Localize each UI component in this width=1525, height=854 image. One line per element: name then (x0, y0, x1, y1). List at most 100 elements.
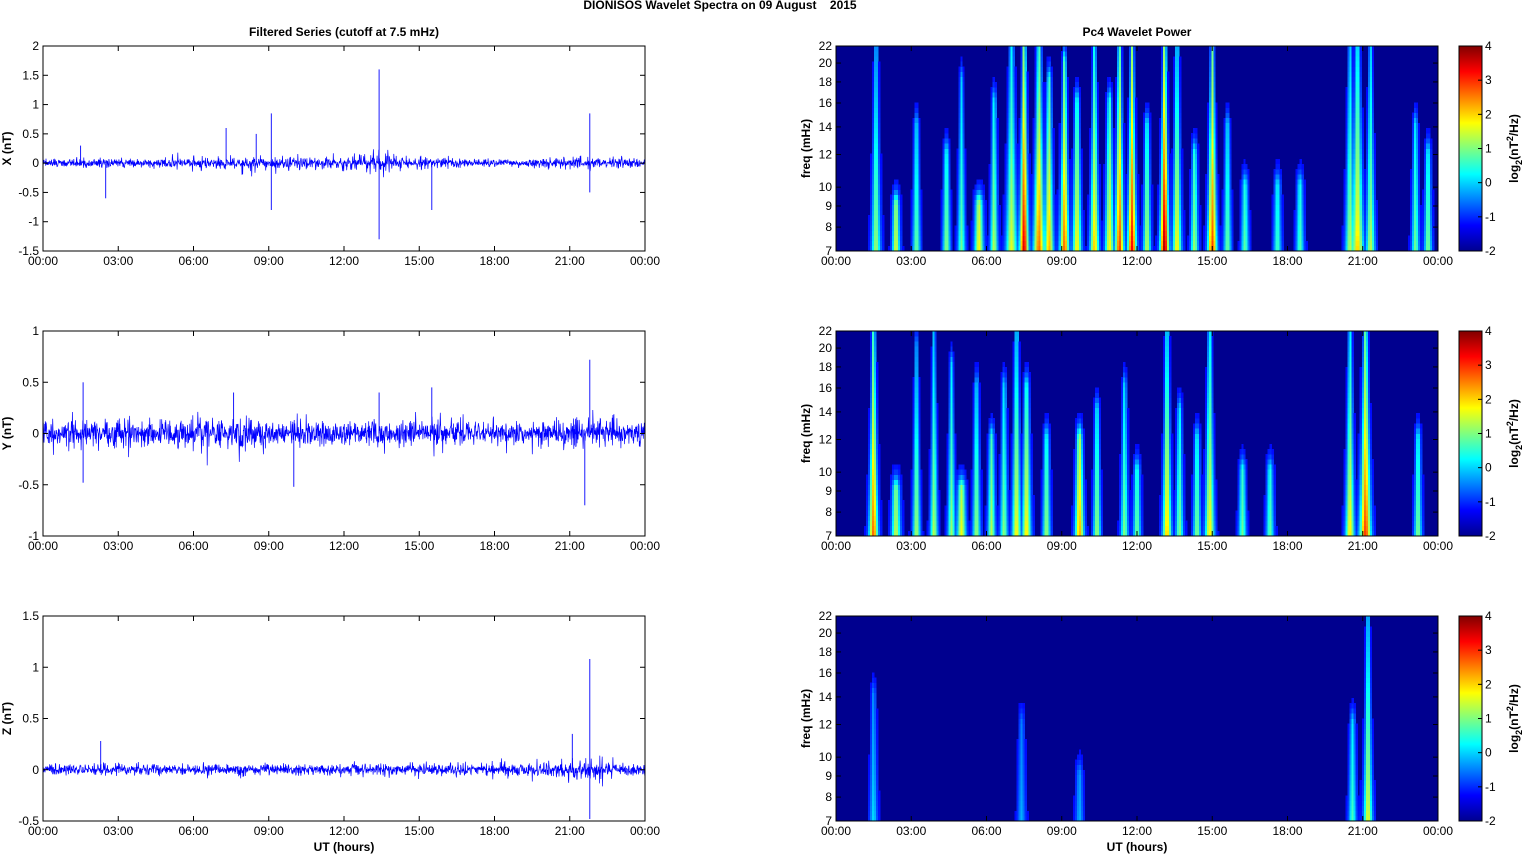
trace-line (42, 149, 646, 178)
y-tick-label: 12 (819, 148, 833, 162)
y-tick-label: 16 (819, 666, 833, 680)
y-tick-label: -0.5 (18, 814, 39, 828)
y-tick-label: 10 (819, 180, 833, 194)
x-tick-label: 00:00 (1423, 824, 1453, 838)
trace-line (42, 755, 646, 787)
panel-title: Pc4 Wavelet Power (1083, 25, 1192, 39)
x-tick-label: 18:00 (479, 254, 509, 268)
series-panel-1: 00:00 03:00 06:00 09:00 12:00 15:00 18:00 21:00… (0, 25, 660, 268)
y-tick-label: 18 (819, 360, 833, 374)
x-tick-label: 21:00 (555, 824, 585, 838)
y-axis-label: freq (mHz) (799, 404, 813, 463)
y-tick-label: 1 (32, 98, 39, 112)
y-tick-label: 0.5 (22, 712, 39, 726)
x-tick-label: 09:00 (254, 539, 284, 553)
y-tick-label: 1.5 (22, 609, 39, 623)
panel-title: Filtered Series (cutoff at 7.5 mHz) (249, 25, 439, 39)
colorbar: -2 -1 0 1 2 3 4 log2(nT2/Hz) (1458, 39, 1524, 258)
x-tick-label: 15:00 (1197, 824, 1227, 838)
colorbar-tick-label: 3 (1485, 643, 1492, 657)
y-tick-label: 7 (825, 244, 832, 258)
panels: 00:00 03:00 06:00 09:00 12:00 15:00 18:00 21:00… (0, 25, 1524, 854)
y-tick-label: -0.5 (18, 478, 39, 492)
x-tick-label: 00:00 (821, 539, 851, 553)
colorbar-tick-label: 0 (1485, 176, 1492, 190)
x-tick-label: 06:00 (971, 539, 1001, 553)
x-tick-label: 06:00 (971, 824, 1001, 838)
y-axis-label: X (nT) (0, 132, 14, 166)
spectrum-panel-3: 00:00 03:00 06:00 09:00 12:00 15:00 18:00 21:00… (799, 609, 1524, 854)
x-tick-label: 12:00 (1122, 539, 1152, 553)
y-axis-label: Z (nT) (0, 702, 14, 735)
y-tick-label: 10 (819, 750, 833, 764)
y-tick-label: -1 (28, 529, 39, 543)
y-axis-label: freq (mHz) (799, 119, 813, 178)
x-tick-label: 21:00 (555, 539, 585, 553)
y-tick-label: 12 (819, 433, 833, 447)
x-tick-label: 09:00 (254, 254, 284, 268)
y-tick-label: 16 (819, 96, 833, 110)
x-tick-label: 15:00 (1197, 254, 1227, 268)
x-tick-label: 06:00 (178, 254, 208, 268)
x-axis-label: UT (hours) (1107, 840, 1168, 854)
y-tick-label: 18 (819, 645, 833, 659)
x-tick-label: 06:00 (178, 824, 208, 838)
y-tick-label: 0 (32, 763, 39, 777)
x-tick-label: 18:00 (479, 824, 509, 838)
trace-line (42, 409, 646, 466)
y-tick-label: 0 (32, 427, 39, 441)
x-tick-label: 00:00 (821, 824, 851, 838)
colorbar-tick-label: -1 (1485, 210, 1496, 224)
colorbar-tick-label: 4 (1485, 609, 1492, 623)
colorbar-tick-label: 4 (1485, 39, 1492, 53)
y-tick-label: 14 (819, 120, 833, 134)
x-tick-label: 15:00 (404, 824, 434, 838)
y-tick-label: 8 (825, 220, 832, 234)
y-tick-label: 1.5 (22, 68, 39, 82)
x-tick-label: 09:00 (1047, 539, 1077, 553)
x-tick-label: 00:00 (28, 254, 58, 268)
y-tick-label: 8 (825, 790, 832, 804)
colorbar-tick-label: -2 (1485, 814, 1496, 828)
colorbar: -2 -1 0 1 2 3 4 log2(nT2/Hz) (1458, 324, 1524, 543)
x-tick-label: 15:00 (404, 254, 434, 268)
y-axis-label: freq (mHz) (799, 689, 813, 748)
x-tick-label: 03:00 (896, 254, 926, 268)
x-tick-label: 03:00 (896, 824, 926, 838)
x-tick-label: 09:00 (254, 824, 284, 838)
y-tick-label: 14 (819, 690, 833, 704)
colorbar-label: log2(nT2/Hz) (1505, 399, 1524, 468)
colorbar: -2 -1 0 1 2 3 4 log2(nT2/Hz) (1458, 609, 1524, 828)
power-cells (864, 331, 1425, 537)
x-tick-label: 21:00 (555, 254, 585, 268)
x-tick-label: 21:00 (1348, 824, 1378, 838)
series-panel-2: 00:00 03:00 06:00 09:00 12:00 15:00 18:00 21:00… (0, 324, 660, 553)
colorbar-tick-label: 3 (1485, 358, 1492, 372)
y-tick-label: 20 (819, 341, 833, 355)
y-axis-label: Y (nT) (0, 417, 14, 451)
y-tick-label: -1 (28, 215, 39, 229)
y-tick-label: 22 (819, 324, 833, 338)
colorbar-tick-label: 1 (1485, 427, 1492, 441)
y-tick-label: 22 (819, 39, 833, 53)
x-tick-label: 00:00 (1423, 254, 1453, 268)
x-tick-label: 09:00 (1047, 254, 1077, 268)
axes-frame (42, 615, 646, 822)
power-cells (868, 616, 1377, 822)
x-tick-label: 00:00 (1423, 539, 1453, 553)
series-panel-3: 00:00 03:00 06:00 09:00 12:00 15:00 18:00 21:00… (0, 609, 660, 854)
x-tick-label: 03:00 (103, 254, 133, 268)
colorbar-tick-label: 0 (1485, 746, 1492, 760)
x-tick-label: 00:00 (821, 254, 851, 268)
colorbar-tick-label: 2 (1485, 677, 1492, 691)
x-tick-label: 12:00 (1122, 824, 1152, 838)
y-tick-label: 12 (819, 718, 833, 732)
x-tick-label: 21:00 (1348, 254, 1378, 268)
y-tick-label: 0 (32, 156, 39, 170)
colorbar-tick-label: -1 (1485, 780, 1496, 794)
y-tick-label: 0.5 (22, 375, 39, 389)
x-tick-label: 03:00 (103, 539, 133, 553)
y-tick-label: -0.5 (18, 185, 39, 199)
colorbar-tick-label: -2 (1485, 244, 1496, 258)
